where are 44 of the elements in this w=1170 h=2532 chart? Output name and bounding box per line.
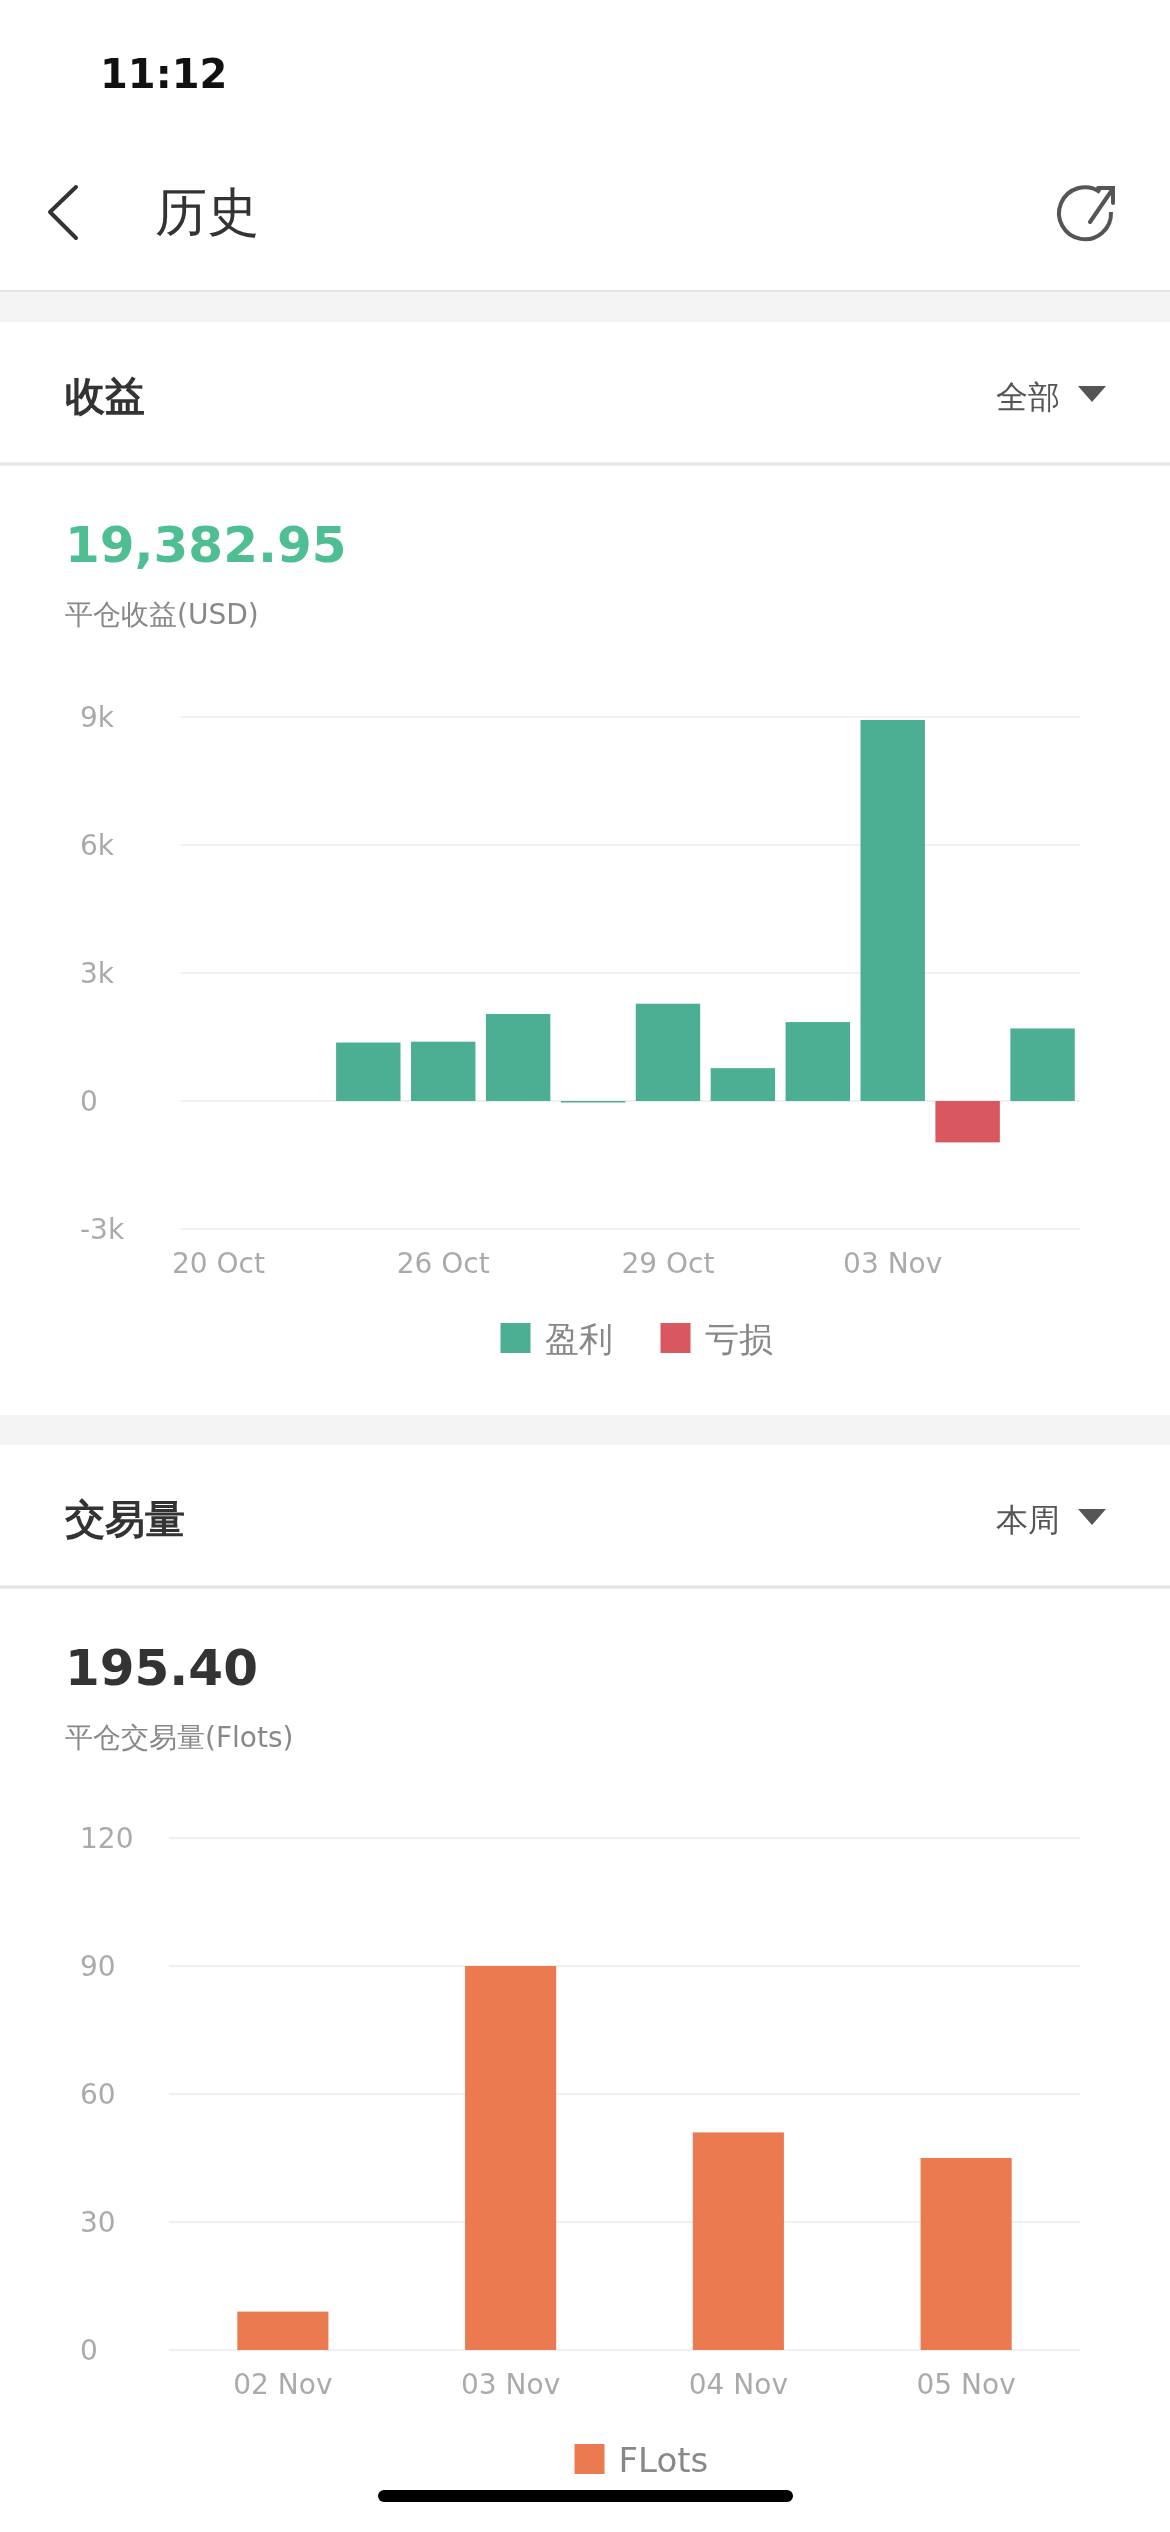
bar	[237, 2311, 329, 2350]
x-tick-label: 03 Nov	[843, 1247, 943, 1280]
chart-subtitle: 195.40	[65, 1639, 258, 1697]
text: 全部	[996, 378, 1060, 416]
y-tick-label: 3k	[80, 957, 115, 990]
text: 11:12	[100, 51, 228, 97]
legend-label: 亏损	[704, 1319, 773, 1359]
bar	[692, 2132, 784, 2350]
x-tick-label: 05 Nov	[916, 2368, 1016, 2401]
bar	[710, 1068, 776, 1101]
text: 本周	[996, 1501, 1060, 1539]
bar	[465, 1966, 557, 2350]
chart-title: 交易量	[64, 1496, 185, 1542]
x-tick-label: 29 Oct	[621, 1247, 715, 1280]
bar	[1010, 1028, 1075, 1101]
bar	[860, 719, 925, 1101]
y-tick-label: 90	[80, 1950, 116, 1983]
text: 历史	[155, 182, 259, 242]
x-tick-label: 04 Nov	[688, 2368, 788, 2401]
chart-title: 收益	[65, 373, 145, 419]
legend-label: 盈利	[544, 1319, 613, 1359]
chart-subtitle: 19,382.95	[65, 516, 347, 574]
bar	[935, 1101, 1000, 1143]
y-tick-label: -3k	[80, 1213, 125, 1246]
bar	[635, 1003, 701, 1101]
x-tick-label: 26 Oct	[396, 1247, 490, 1280]
bar	[785, 1022, 851, 1101]
y-tick-label: 60	[80, 2078, 116, 2111]
bar	[410, 1041, 476, 1101]
y-axis-title: 平仓收益(USD)	[65, 598, 259, 631]
bar	[336, 1042, 401, 1101]
y-tick-label: 120	[80, 1822, 134, 1855]
y-tick-label: 0	[80, 1085, 98, 1118]
legend-label: FLots	[618, 2440, 709, 2480]
bar	[485, 1013, 551, 1101]
y-tick-label: 9k	[80, 701, 115, 734]
y-axis-title: 平仓交易量(Flots)	[65, 1721, 294, 1754]
y-tick-label: 6k	[80, 829, 115, 862]
x-tick-label: 20 Oct	[171, 1247, 265, 1280]
x-tick-label: 02 Nov	[233, 2368, 333, 2401]
bar	[920, 2158, 1012, 2350]
y-tick-label: 0	[80, 2334, 98, 2367]
x-tick-label: 03 Nov	[461, 2368, 561, 2401]
y-tick-label: 30	[80, 2206, 116, 2239]
